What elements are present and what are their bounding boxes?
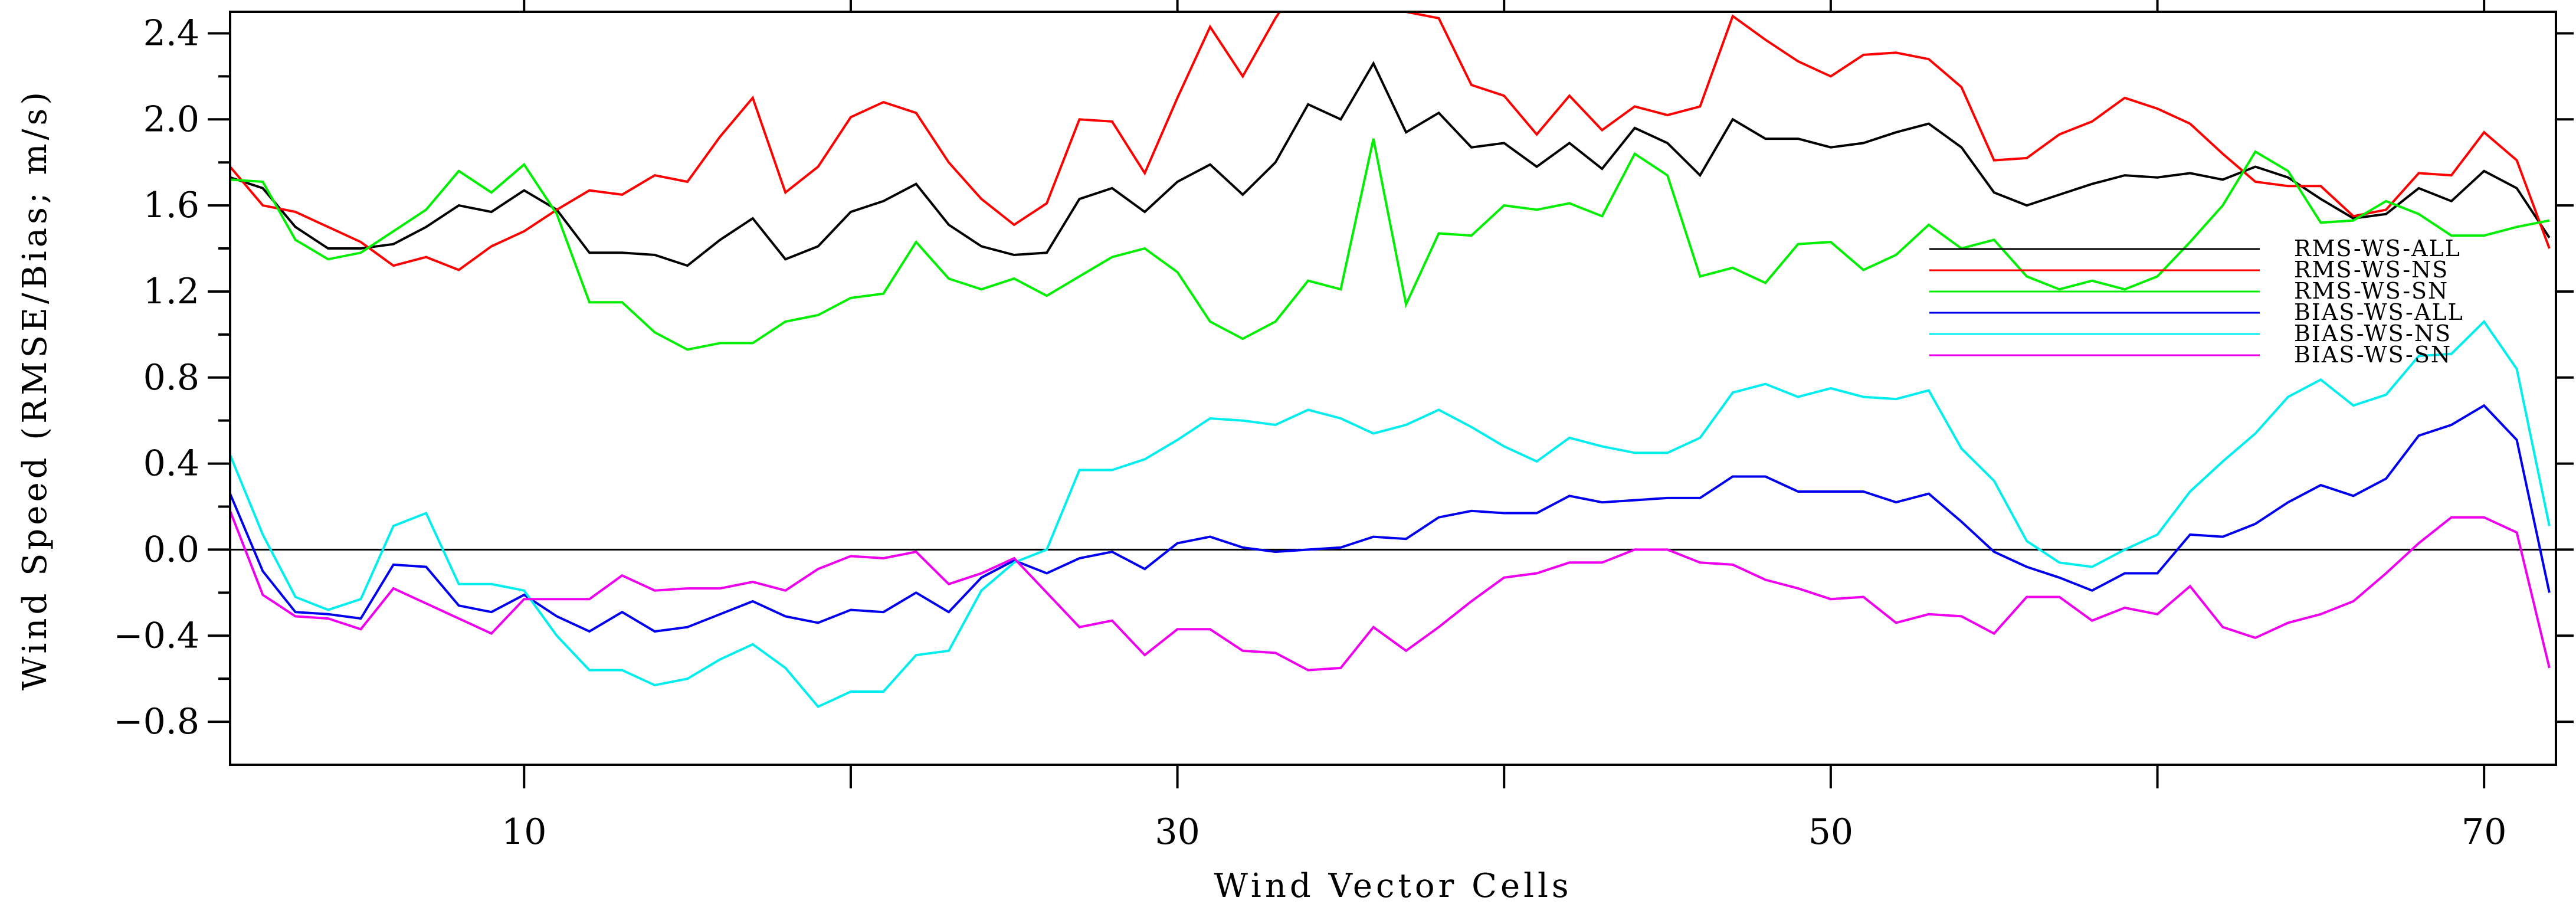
y-tick-label: 0.4 [143, 443, 199, 484]
y-tick-label: −0.8 [113, 701, 199, 742]
x-tick-label: 10 [502, 811, 546, 853]
legend-label-rms-ws-sn: RMS-WS-SN [2294, 278, 2449, 304]
y-tick-label: 1.2 [143, 271, 199, 312]
series-line-bias-ws-sn [230, 510, 2551, 672]
legend-label-rms-ws-ns: RMS-WS-NS [2294, 257, 2449, 283]
y-tick-label: 0.0 [143, 529, 199, 570]
series-line-rms-ws-all [230, 61, 2551, 267]
y-tick-label: 1.6 [143, 185, 199, 226]
ticks-layer: −0.8 −0.4 0.0 0.4 0.8 1.2 1.6 2.0 2.4 10 30 50 70 [113, 0, 2574, 853]
series-line-rms-ws-ns [230, 12, 2551, 271]
y-tick-label: 2.0 [143, 99, 199, 140]
x-tick-label: 70 [2462, 811, 2506, 853]
legend-label-bias-ws-all: BIAS-WS-ALL [2294, 299, 2464, 325]
legend-label-bias-ws-ns: BIAS-WS-NS [2294, 320, 2452, 346]
series-line-bias-ws-all [230, 404, 2551, 633]
legend-label-rms-ws-all: RMS-WS-ALL [2294, 235, 2461, 261]
plot-frame [229, 11, 2557, 766]
legend: RMS-WS-ALLRMS-WS-NSRMS-WS-SNBIAS-WS-ALLB… [1929, 235, 2464, 368]
y-axis-title: Wind Speed (RMSE/Bias; m/s) [16, 89, 54, 690]
series-layer [230, 12, 2551, 709]
series-line-bias-ws-ns [230, 319, 2551, 709]
y-tick-label: 0.8 [143, 357, 199, 398]
x-tick-label: 30 [1155, 811, 1199, 853]
y-tick-label: 2.4 [143, 12, 199, 54]
y-tick-label: −0.4 [113, 615, 199, 656]
x-tick-label: 50 [1808, 811, 1853, 853]
x-axis-title: Wind Vector Cells [1214, 867, 1572, 905]
legend-label-bias-ws-sn: BIAS-WS-SN [2294, 342, 2452, 368]
